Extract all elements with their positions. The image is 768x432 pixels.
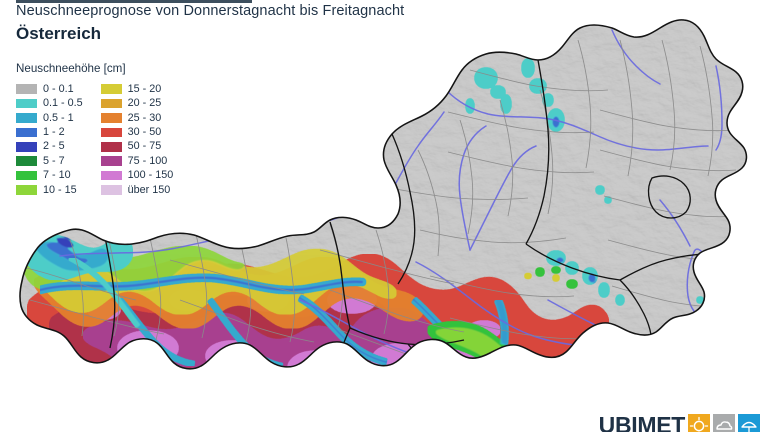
legend-swatch (100, 185, 122, 195)
ubimet-logo[interactable]: UBIMET (599, 414, 760, 432)
legend-item: 30 - 50 (100, 125, 174, 139)
legend-item: 10 - 15 (16, 183, 83, 197)
legend-item: 50 - 75 (100, 140, 174, 154)
border-vienna (647, 175, 691, 219)
river-thaya (611, 29, 661, 85)
legend-label: 10 - 15 (43, 183, 77, 196)
legend-label: 0.5 - 1 (43, 111, 74, 124)
legend-swatch (16, 127, 37, 138)
legend-swatch (100, 98, 122, 109)
legend-item: 2 - 5 (16, 140, 83, 154)
state-borders (103, 59, 709, 369)
legend-item: 5 - 7 (16, 154, 83, 168)
border-steiermark-niederoesterreich (525, 243, 621, 281)
river-leitha (659, 199, 691, 247)
legend-label: 100 - 150 (127, 169, 174, 182)
legend: Neuschneehöhe [cm] 0 - 0.1 0.1 - 0.5 0.5… (16, 62, 173, 197)
legend-swatch (16, 170, 37, 181)
legend-swatch (16, 185, 37, 195)
border-karnten-tirol (327, 327, 351, 369)
legend-swatch (100, 127, 122, 138)
border-vorarlberg-tirol (103, 231, 116, 349)
legend-swatch (100, 113, 122, 123)
legend-label: 20 - 25 (127, 97, 162, 110)
legend-label: 5 - 7 (43, 154, 65, 167)
legend-item: 0.5 - 1 (16, 111, 83, 125)
legend-item: 75 - 100 (100, 154, 174, 168)
sun-tile (688, 414, 710, 432)
page-title: Österreich (16, 24, 102, 43)
legend-label: über 150 (127, 183, 171, 196)
legend-item: 0.1 - 0.5 (16, 96, 83, 110)
legend-label: 15 - 20 (127, 82, 162, 95)
border-salzburg-ooe (391, 133, 416, 285)
logo-wordmark: UBIMET (598, 412, 686, 432)
legend-swatch (100, 84, 122, 94)
river-enns (469, 145, 537, 251)
legend-label: 25 - 30 (127, 111, 162, 124)
legend-item: 7 - 10 (16, 168, 83, 182)
legend-label: 1 - 2 (43, 125, 65, 138)
legend-label: 30 - 50 (127, 125, 162, 138)
legend-swatch (16, 84, 37, 94)
legend-swatch (16, 113, 37, 123)
legend-item: 0 - 0.1 (16, 82, 83, 96)
legend-label: 7 - 10 (43, 169, 71, 182)
district-borders (25, 39, 737, 369)
legend-label: 0.1 - 0.5 (43, 97, 83, 110)
legend-swatch (100, 156, 122, 166)
river-march (715, 65, 723, 151)
legend-swatch (16, 142, 37, 152)
legend-swatch (100, 142, 122, 152)
legend-item: 15 - 20 (100, 82, 174, 96)
snow-band-west-lowland (23, 235, 133, 280)
river-traun (458, 125, 487, 251)
page-headline: Neuschneeprognose von Donnerstagnacht bi… (16, 3, 405, 19)
border-ooe-niederoesterreich (525, 59, 550, 245)
legend-label: 2 - 5 (43, 140, 65, 153)
legend-title: Neuschneehöhe [cm] (16, 62, 126, 75)
legend-label: 50 - 75 (127, 140, 162, 153)
legend-item: 100 - 150 (100, 168, 174, 182)
legend-item: 25 - 30 (100, 111, 174, 125)
legend-swatch (100, 170, 122, 181)
border-tirol-salzburg (329, 221, 351, 329)
legend-item: 1 - 2 (16, 125, 83, 139)
river-salzach (391, 111, 445, 191)
legend-label: 75 - 100 (127, 154, 168, 167)
border-niederoesterreich-burgenland (619, 253, 709, 281)
legend-swatch (16, 98, 37, 109)
austria-national-border (19, 19, 748, 370)
legend-item: über 150 (100, 183, 174, 197)
legend-column-right: 15 - 20 20 - 25 25 - 30 30 - 50 50 - 75 (100, 82, 174, 197)
header-divider (16, 0, 252, 3)
river-mur (415, 261, 583, 347)
cloud-tile (713, 414, 735, 432)
snow-band-southeast (396, 361, 512, 369)
legend-column-left: 0 - 0.1 0.1 - 0.5 0.5 - 1 1 - 2 2 - 5 (16, 82, 83, 197)
border-karnten-steiermark (407, 343, 434, 369)
snow-band-northwest (403, 49, 434, 74)
umbrella-tile (738, 414, 760, 432)
legend-swatch (16, 156, 37, 166)
legend-item: 20 - 25 (100, 96, 174, 110)
legend-label: 0 - 0.1 (43, 82, 74, 95)
